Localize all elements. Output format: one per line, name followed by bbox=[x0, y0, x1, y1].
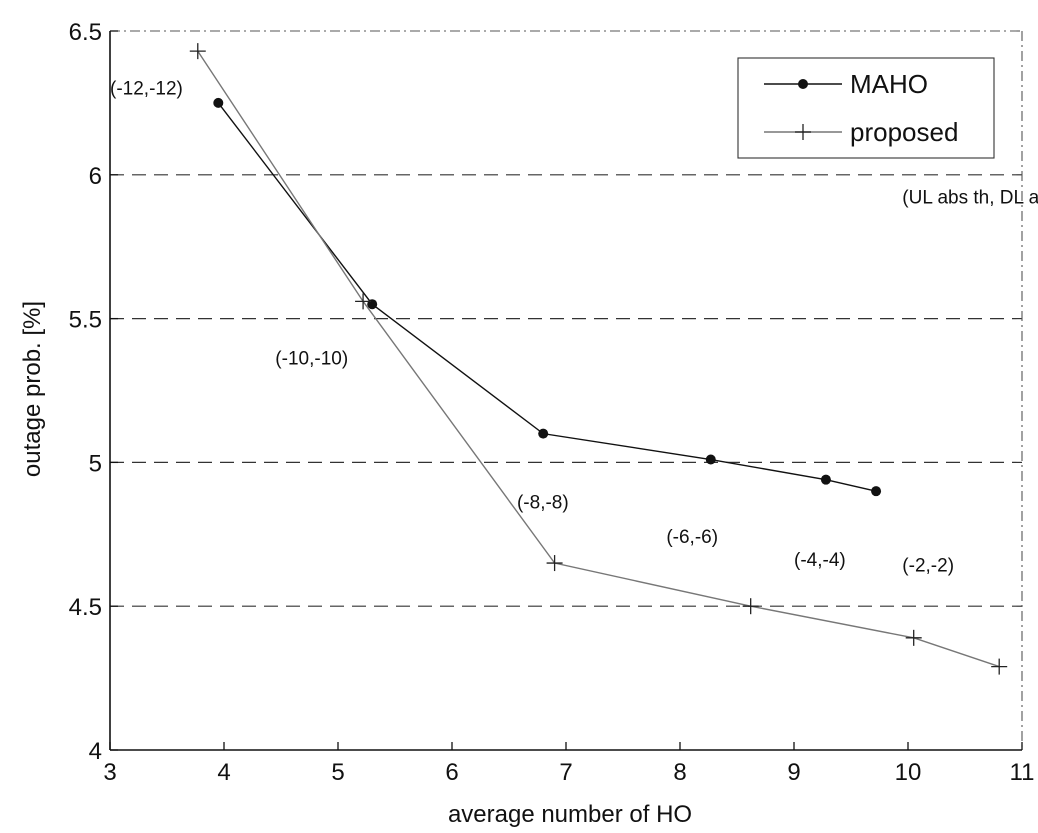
data-point bbox=[546, 555, 563, 572]
data-point bbox=[742, 598, 759, 615]
data-point bbox=[189, 43, 206, 60]
annotation-label: (UL abs th, DL abs th) bbox=[902, 188, 1038, 209]
data-point bbox=[871, 486, 882, 497]
annotation-label: (-4,-4) bbox=[794, 550, 846, 571]
series-layer bbox=[189, 43, 1008, 675]
legend-marker-dot bbox=[798, 79, 808, 89]
data-point bbox=[355, 293, 372, 310]
x-axis-label: average number of HO bbox=[448, 801, 692, 828]
data-point bbox=[905, 629, 922, 646]
grid-lines bbox=[110, 174, 1022, 607]
annotation-label: (-10,-10) bbox=[275, 349, 348, 370]
legend: MAHO proposed bbox=[737, 57, 995, 159]
x-tick-label: 9 bbox=[787, 759, 800, 786]
annotation-label: (-2,-2) bbox=[902, 556, 954, 577]
data-point bbox=[705, 454, 716, 465]
series-proposed bbox=[189, 43, 1008, 675]
legend-label: proposed bbox=[850, 117, 958, 147]
legend-box bbox=[737, 57, 995, 159]
x-tick-label: 3 bbox=[103, 759, 116, 786]
x-tick-label: 10 bbox=[895, 759, 922, 786]
series-line-proposed bbox=[197, 50, 1000, 668]
data-point bbox=[991, 658, 1008, 675]
annotation-label: (-6,-6) bbox=[666, 527, 718, 548]
annotations: (-12,-12) (-10,-10) (-8,-8) (-6,-6) (-4,-4) (… bbox=[110, 78, 1038, 576]
x-tick-label: 6 bbox=[445, 759, 458, 786]
x-tick-label: 5 bbox=[331, 759, 344, 786]
annotation-label: (-12,-12) bbox=[110, 78, 183, 99]
data-point bbox=[213, 97, 224, 108]
x-tick-label: 7 bbox=[559, 759, 572, 786]
annotation-label: (-8,-8) bbox=[517, 492, 569, 513]
y-axis-label: outage prob. [%] bbox=[19, 301, 46, 477]
y-tick-label: 4.5 bbox=[69, 594, 102, 621]
series-line-MAHO bbox=[217, 102, 877, 492]
data-point bbox=[820, 474, 831, 485]
x-tick-label: 8 bbox=[673, 759, 686, 786]
data-point bbox=[538, 428, 549, 439]
x-tick-label: 11 bbox=[1010, 759, 1035, 786]
y-tick-label: 4 bbox=[89, 738, 102, 765]
x-tick-label: 4 bbox=[217, 759, 230, 786]
legend-label: MAHO bbox=[850, 69, 928, 99]
y-tick-label: 6 bbox=[89, 163, 102, 190]
y-tick-label: 5.5 bbox=[69, 307, 102, 334]
y-tick-label: 6.5 bbox=[69, 19, 102, 46]
y-tick-label: 5 bbox=[89, 450, 102, 477]
